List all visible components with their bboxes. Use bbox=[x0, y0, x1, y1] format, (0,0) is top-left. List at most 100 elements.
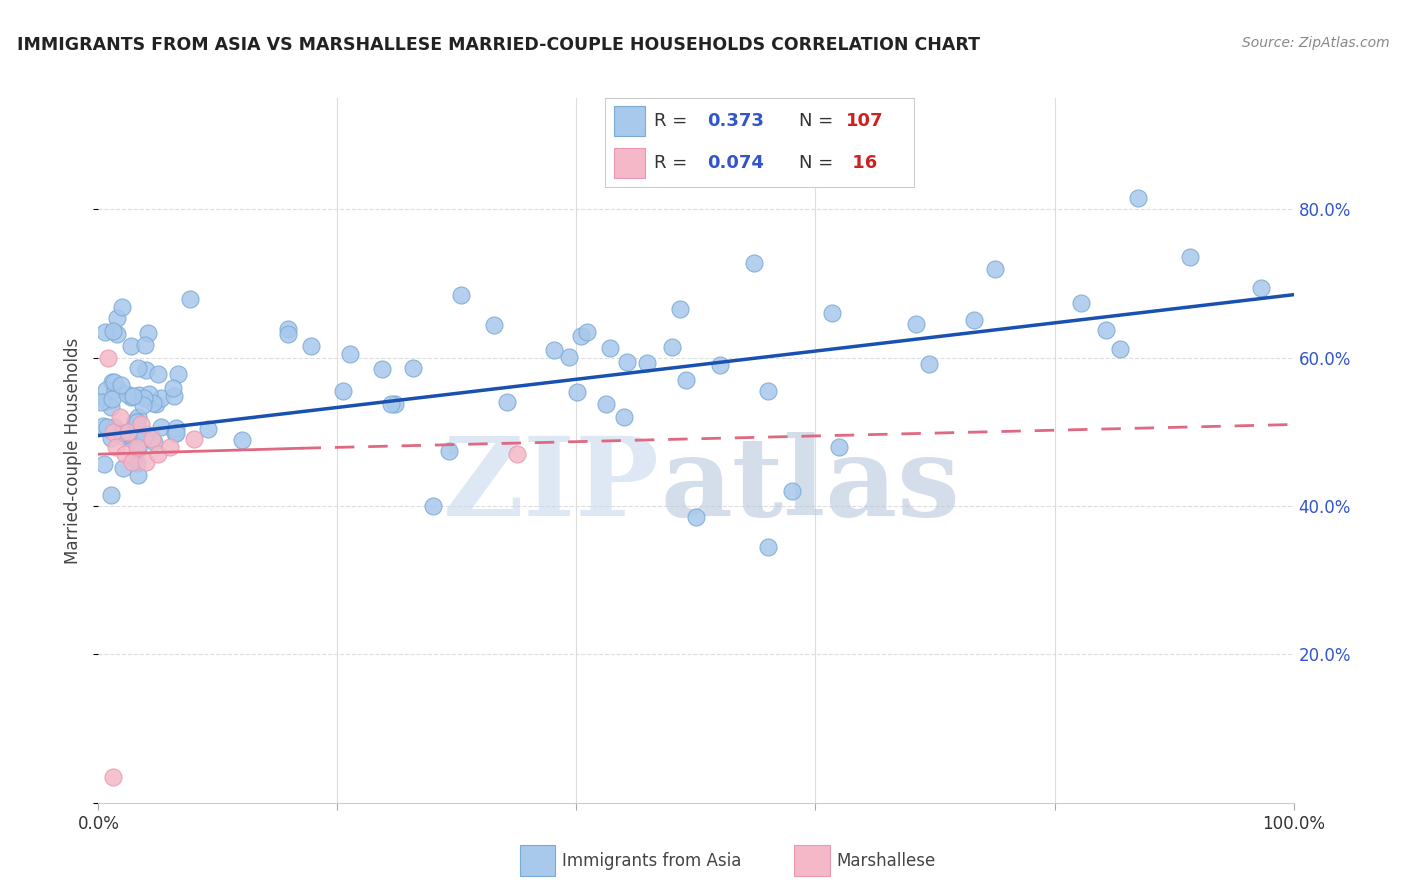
Bar bbox=[520, 846, 555, 876]
Point bbox=[685, 510, 707, 524]
Point bbox=[128, 388, 150, 402]
Point bbox=[97, 351, 120, 365]
Point bbox=[103, 420, 125, 434]
Bar bbox=[614, 106, 645, 136]
Point bbox=[162, 381, 184, 395]
Point bbox=[148, 447, 170, 461]
Point bbox=[558, 351, 581, 365]
Point bbox=[104, 383, 127, 397]
Point bbox=[121, 432, 143, 446]
Point bbox=[145, 397, 167, 411]
Point bbox=[402, 361, 425, 376]
Point bbox=[111, 461, 134, 475]
Point bbox=[111, 301, 134, 315]
Point bbox=[96, 420, 118, 434]
Point bbox=[121, 454, 143, 468]
Point bbox=[114, 447, 136, 461]
Point bbox=[103, 324, 125, 338]
Point bbox=[127, 442, 149, 456]
Point bbox=[141, 433, 163, 447]
Point bbox=[135, 427, 157, 442]
Point bbox=[124, 414, 146, 428]
Point bbox=[111, 429, 134, 443]
Point bbox=[616, 355, 638, 369]
Point bbox=[91, 418, 114, 433]
Point bbox=[231, 433, 253, 447]
Text: 0.373: 0.373 bbox=[707, 112, 763, 130]
Point bbox=[127, 360, 149, 375]
Point bbox=[101, 375, 124, 389]
Point bbox=[482, 318, 505, 333]
Point bbox=[134, 431, 156, 445]
Point bbox=[571, 329, 593, 343]
Point bbox=[163, 389, 186, 403]
Point bbox=[127, 409, 149, 424]
Point bbox=[110, 425, 132, 440]
Point bbox=[150, 391, 173, 405]
Point bbox=[127, 468, 149, 483]
Point bbox=[277, 327, 299, 342]
Point bbox=[105, 310, 128, 325]
Text: N =: N = bbox=[800, 154, 839, 172]
Text: Source: ZipAtlas.com: Source: ZipAtlas.com bbox=[1241, 36, 1389, 50]
Point bbox=[613, 410, 636, 425]
Point bbox=[115, 387, 138, 401]
Point bbox=[165, 426, 187, 441]
Point bbox=[1070, 296, 1092, 310]
Point bbox=[756, 540, 779, 554]
Point bbox=[101, 770, 124, 784]
Point bbox=[125, 457, 148, 471]
Point bbox=[384, 397, 406, 411]
Point bbox=[197, 422, 219, 436]
Point bbox=[299, 339, 322, 353]
Point bbox=[115, 426, 138, 441]
Point bbox=[339, 347, 361, 361]
Point bbox=[380, 397, 402, 411]
Point bbox=[675, 373, 697, 387]
Point bbox=[167, 367, 190, 381]
Point bbox=[1250, 281, 1272, 295]
Point bbox=[100, 431, 122, 445]
Point bbox=[94, 325, 117, 339]
Point bbox=[918, 357, 941, 371]
Point bbox=[575, 326, 598, 340]
Text: IMMIGRANTS FROM ASIA VS MARSHALLESE MARRIED-COUPLE HOUSEHOLDS CORRELATION CHART: IMMIGRANTS FROM ASIA VS MARSHALLESE MARR… bbox=[17, 36, 980, 54]
Point bbox=[103, 375, 125, 389]
Point bbox=[142, 435, 165, 450]
Point bbox=[136, 326, 159, 340]
Point bbox=[422, 499, 444, 513]
Point bbox=[1128, 191, 1150, 205]
Point bbox=[179, 292, 201, 306]
Point bbox=[780, 484, 803, 499]
Bar bbox=[794, 846, 830, 876]
Point bbox=[132, 398, 155, 412]
Point bbox=[101, 425, 124, 439]
Point bbox=[506, 447, 529, 461]
Point bbox=[183, 433, 205, 447]
Point bbox=[121, 389, 143, 403]
Point bbox=[131, 417, 153, 432]
Text: Marshallese: Marshallese bbox=[837, 852, 936, 870]
Point bbox=[165, 426, 187, 441]
Text: 0.074: 0.074 bbox=[707, 154, 763, 172]
Point bbox=[742, 256, 765, 270]
Point bbox=[450, 288, 472, 302]
Point bbox=[963, 313, 986, 327]
Point bbox=[121, 390, 143, 404]
Point bbox=[709, 358, 731, 372]
Point bbox=[110, 377, 132, 392]
Point bbox=[107, 382, 129, 396]
Point bbox=[984, 261, 1007, 276]
Point bbox=[125, 440, 148, 454]
Point bbox=[1094, 323, 1116, 337]
Point bbox=[543, 343, 565, 358]
Point bbox=[94, 394, 117, 409]
Point bbox=[332, 384, 354, 398]
Point bbox=[108, 410, 131, 425]
Y-axis label: Married-couple Households: Married-couple Households bbox=[65, 337, 83, 564]
Point bbox=[132, 391, 155, 405]
Text: Immigrants from Asia: Immigrants from Asia bbox=[562, 852, 742, 870]
Point bbox=[437, 444, 460, 458]
Point bbox=[135, 363, 157, 377]
Point bbox=[107, 326, 129, 341]
